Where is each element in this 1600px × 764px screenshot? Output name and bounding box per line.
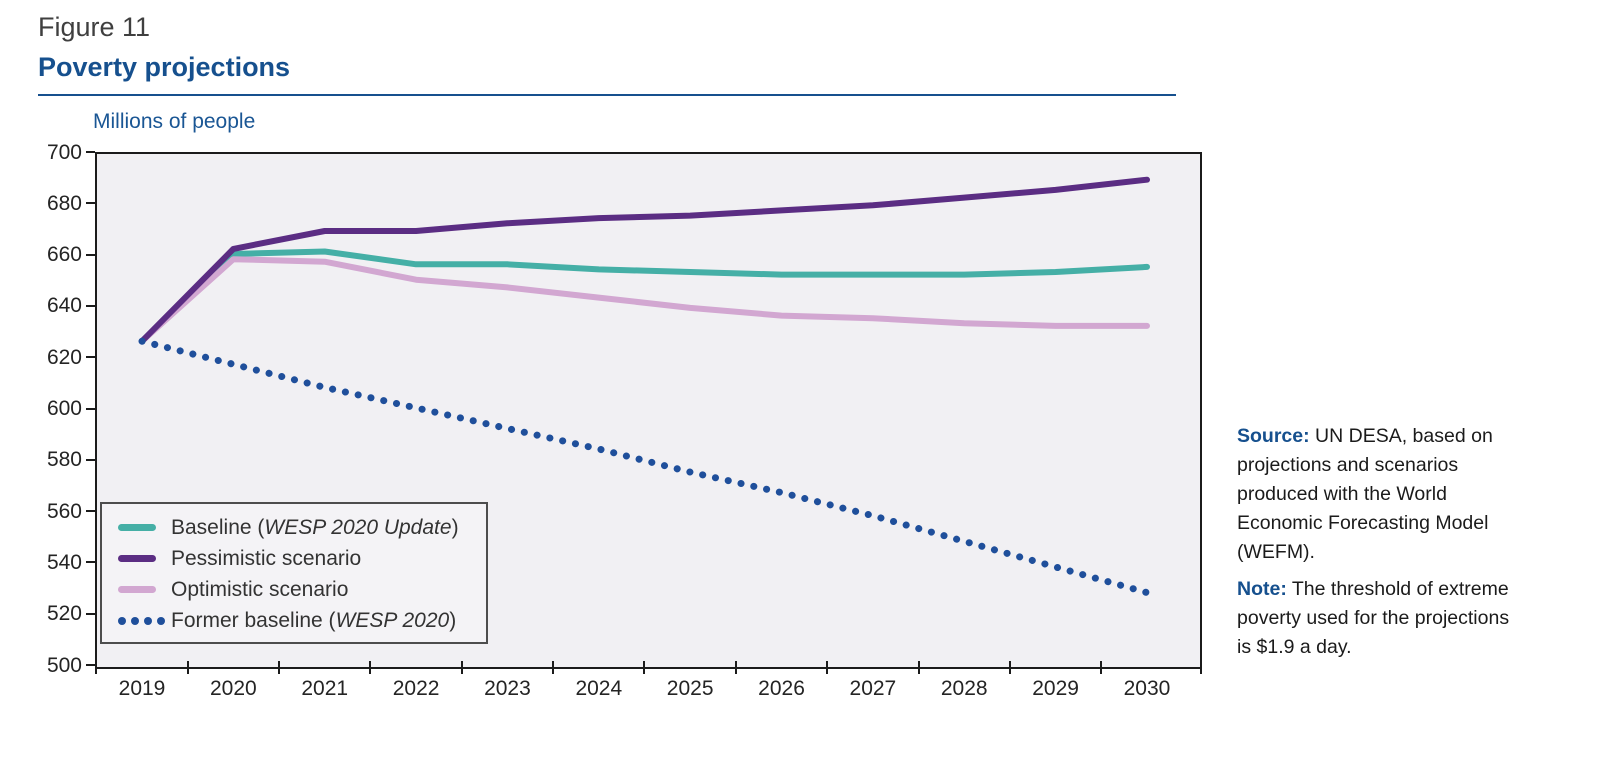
y-axis-tick — [86, 664, 95, 666]
dotted-line-swatch-icon — [118, 616, 165, 625]
y-axis-label: 680 — [46, 191, 82, 215]
x-axis-label: 2028 — [940, 677, 988, 700]
title-rule — [38, 94, 1176, 96]
x-axis-tick — [278, 661, 281, 674]
y-axis-label: 660 — [46, 243, 82, 267]
series-line-baseline — [139, 248, 1150, 345]
legend-item-optimistic: Optimistic scenario — [118, 574, 486, 605]
x-axis-tick — [1008, 661, 1011, 674]
x-axis-label: 2026 — [758, 677, 805, 700]
y-axis-label: 600 — [46, 397, 82, 420]
x-axis-tick — [1200, 667, 1202, 674]
x-axis-tick — [369, 661, 372, 674]
x-axis-tick — [95, 667, 97, 674]
y-axis-tick — [86, 253, 95, 256]
y-axis-tick — [86, 356, 95, 359]
y-axis-label: 540 — [46, 550, 82, 574]
x-axis-label: 2023 — [484, 677, 531, 700]
x-axis-tick — [917, 661, 920, 674]
x-axis-tick — [643, 661, 646, 674]
y-axis-tick — [86, 407, 95, 410]
x-axis-label: 2030 — [1123, 677, 1171, 700]
y-axis-label: 580 — [46, 448, 82, 472]
legend-item-former-baseline: Former baseline (WESP 2020) — [118, 605, 486, 636]
y-axis-label: 640 — [46, 294, 82, 318]
line-chart — [138, 176, 1151, 597]
line-swatch-icon — [118, 586, 158, 593]
y-axis-tick — [86, 304, 95, 307]
x-axis-label: 2020 — [210, 677, 257, 700]
x-axis-tick — [734, 661, 737, 674]
legend-label: Pessimistic scenario — [171, 546, 362, 570]
y-axis-label: 560 — [46, 499, 82, 523]
y-axis-label: 700 — [46, 140, 82, 164]
x-axis-tick — [186, 661, 189, 674]
legend-item-pessimistic: Pessimistic scenario — [118, 543, 486, 574]
y-axis-label: 500 — [46, 653, 82, 677]
note-text: The threshold of extreme poverty used fo… — [1237, 578, 1510, 658]
x-axis-label: 2029 — [1032, 677, 1079, 700]
legend-item-baseline: Baseline (WESP 2020 Update) — [118, 512, 486, 543]
threshold-note: Note: The threshold of extreme poverty u… — [1237, 575, 1515, 662]
x-axis-label: 2021 — [301, 677, 349, 700]
y-axis-tick — [86, 612, 95, 615]
x-axis-label: 2025 — [666, 677, 714, 700]
notes-block: Source: UN DESA, based on projections an… — [1237, 422, 1515, 670]
legend-label: Optimistic scenario — [171, 577, 349, 601]
x-axis-tick — [552, 661, 555, 674]
legend-label: Former baseline (WESP 2020) — [171, 608, 457, 632]
source-label: Source: — [1237, 425, 1310, 447]
y-axis-tick — [86, 561, 95, 564]
y-axis-tick — [86, 151, 95, 153]
source-text: UN DESA, based on projections and scenar… — [1237, 425, 1493, 563]
y-axis-tick — [86, 458, 95, 461]
x-axis-tick — [1100, 661, 1103, 674]
series-line-former-baseline — [138, 337, 1151, 597]
note-label: Note: — [1237, 578, 1287, 600]
x-axis-label: 2022 — [392, 677, 440, 700]
figure-number: Figure 11 — [38, 12, 151, 42]
x-axis-label: 2027 — [849, 677, 897, 700]
y-axis-label: 620 — [46, 345, 82, 369]
figure-title: Poverty projections — [38, 52, 291, 82]
legend-label: Baseline (WESP 2020 Update) — [171, 515, 459, 539]
series-line-optimistic — [139, 256, 1150, 345]
x-axis-label: 2024 — [575, 677, 623, 700]
x-axis-label: 2019 — [118, 677, 166, 700]
line-swatch-icon — [118, 524, 158, 531]
line-swatch-icon — [118, 555, 158, 562]
y-axis-tick — [86, 510, 95, 513]
source-note: Source: UN DESA, based on projections an… — [1237, 422, 1515, 567]
y-axis-label: 520 — [46, 602, 82, 626]
y-axis-tick — [86, 202, 95, 205]
x-axis-tick — [460, 661, 463, 674]
x-axis-tick — [826, 661, 829, 674]
legend: Baseline (WESP 2020 Update) Pessimistic s… — [100, 502, 488, 644]
y-axis-unit-label: Millions of people — [93, 110, 256, 133]
series-line-pessimistic — [139, 176, 1150, 345]
